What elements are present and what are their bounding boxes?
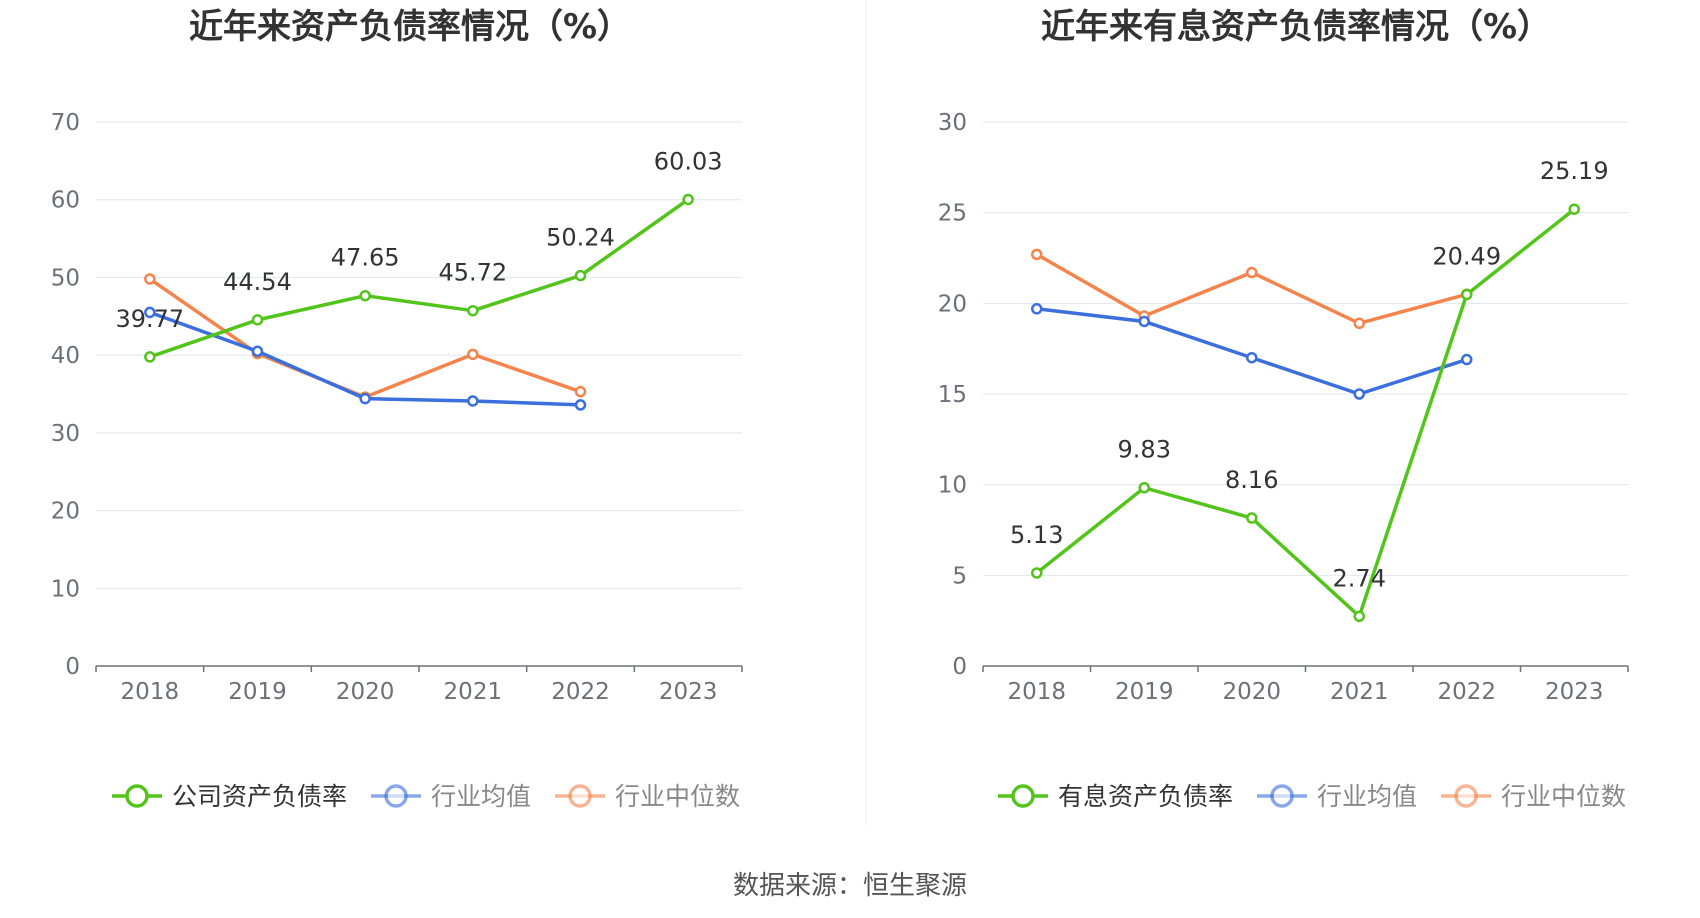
x-tick-label: 2019 bbox=[1115, 679, 1174, 705]
x-tick-label: 2018 bbox=[121, 679, 180, 705]
legend-label: 行业中位数 bbox=[1501, 782, 1626, 811]
legend-label: 行业均值 bbox=[1317, 782, 1417, 811]
series-line-2 bbox=[1036, 307, 1468, 396]
legend-marker-icon bbox=[1270, 784, 1294, 808]
chart-title: 近年来资产负债率情况（%） bbox=[189, 7, 631, 47]
data-point bbox=[359, 289, 371, 302]
data-point bbox=[1246, 351, 1258, 364]
data-point bbox=[359, 392, 371, 405]
legend-marker-icon bbox=[568, 784, 592, 808]
data-label: 8.16 bbox=[1225, 466, 1278, 494]
legend-label: 行业均值 bbox=[431, 782, 531, 811]
legend-item-1: 有息资产负债率 bbox=[998, 782, 1233, 811]
chart-2: 近年来有息资产负债率情况（%） 0 5 10 15 20 25 30 2018 2019 2020 2… bbox=[938, 7, 1629, 811]
data-point bbox=[144, 306, 156, 319]
legend-item-3: 行业中位数 bbox=[555, 782, 740, 811]
data-label: 25.19 bbox=[1540, 157, 1609, 185]
data-point bbox=[682, 193, 694, 206]
chart-1: 近年来资产负债率情况（%） 0 10 20 30 40 50 60 70 2018 2019 2020… bbox=[51, 7, 743, 811]
data-point bbox=[467, 395, 479, 407]
y-tick-label: 15 bbox=[938, 382, 967, 408]
data-point bbox=[1031, 303, 1043, 315]
x-tick-label: 2021 bbox=[444, 679, 503, 705]
x-tick-label: 2018 bbox=[1007, 679, 1066, 705]
legend-label: 公司资产负债率 bbox=[172, 782, 347, 811]
x-tick-label: 2023 bbox=[659, 679, 718, 705]
data-point bbox=[1353, 610, 1365, 623]
x-tick-label: 2023 bbox=[1545, 679, 1604, 705]
data-label: 60.03 bbox=[654, 147, 723, 175]
x-tick-label: 2020 bbox=[336, 679, 395, 705]
legend-label: 行业中位数 bbox=[615, 782, 740, 811]
y-tick-label: 10 bbox=[51, 576, 80, 602]
x-tick-label: 2020 bbox=[1222, 679, 1281, 705]
legend-marker-icon bbox=[1011, 784, 1035, 808]
data-point bbox=[251, 345, 264, 358]
data-point bbox=[1031, 248, 1043, 261]
y-tick-label: 20 bbox=[938, 291, 967, 317]
series-line-3 bbox=[1035, 252, 1468, 326]
data-label: 47.65 bbox=[331, 244, 400, 272]
data-label: 9.83 bbox=[1118, 436, 1171, 464]
legend-label: 有息资产负债率 bbox=[1058, 782, 1233, 811]
y-tick-label: 0 bbox=[65, 654, 80, 680]
data-point bbox=[1246, 512, 1258, 524]
series-line-1 bbox=[1035, 207, 1576, 619]
x-tick-label: 2022 bbox=[1437, 679, 1496, 705]
data-source-note: 数据来源：恒生聚源 bbox=[732, 871, 967, 901]
data-label: 39.77 bbox=[115, 305, 184, 333]
data-point bbox=[1138, 315, 1150, 328]
data-point bbox=[574, 269, 587, 282]
y-tick-label: 0 bbox=[952, 654, 967, 680]
data-point bbox=[1138, 481, 1150, 494]
data-point bbox=[144, 351, 156, 363]
x-tick-label: 2019 bbox=[228, 679, 287, 705]
data-point bbox=[1246, 266, 1258, 279]
data-label: 20.49 bbox=[1432, 242, 1501, 270]
legend-marker-icon bbox=[384, 784, 408, 808]
y-tick-label: 30 bbox=[51, 421, 80, 447]
series-line-1 bbox=[149, 198, 690, 359]
y-tick-label: 40 bbox=[51, 343, 80, 369]
y-tick-label: 50 bbox=[51, 265, 80, 291]
data-point bbox=[1031, 567, 1043, 579]
y-tick-label: 30 bbox=[938, 110, 967, 136]
data-point bbox=[1568, 203, 1580, 215]
data-label: 5.13 bbox=[1010, 521, 1063, 549]
data-point bbox=[574, 385, 587, 398]
data-point bbox=[574, 399, 587, 411]
data-point bbox=[1461, 353, 1473, 366]
legend-item-1: 公司资产负债率 bbox=[112, 782, 347, 811]
x-tick-label: 2022 bbox=[551, 679, 610, 705]
y-tick-label: 25 bbox=[938, 201, 967, 227]
data-point bbox=[1353, 388, 1365, 400]
data-label: 45.72 bbox=[438, 259, 507, 287]
data-point bbox=[251, 314, 264, 326]
data-point bbox=[1353, 317, 1365, 330]
data-label: 2.74 bbox=[1333, 564, 1386, 592]
data-label: 44.54 bbox=[223, 268, 292, 296]
x-tick-label: 2021 bbox=[1330, 679, 1389, 705]
legend-marker-icon bbox=[125, 784, 149, 808]
y-tick-label: 20 bbox=[51, 499, 80, 525]
chart-title: 近年来有息资产负债率情况（%） bbox=[1041, 7, 1551, 47]
y-tick-label: 70 bbox=[51, 110, 80, 136]
data-point bbox=[467, 304, 479, 317]
legend-item-2: 行业均值 bbox=[1257, 782, 1417, 811]
y-tick-label: 10 bbox=[938, 473, 967, 499]
data-point bbox=[144, 273, 156, 285]
series-line-2 bbox=[149, 310, 581, 407]
data-label: 50.24 bbox=[546, 224, 615, 252]
y-tick-label: 5 bbox=[952, 563, 967, 589]
data-point bbox=[1461, 288, 1473, 301]
legend-item-2: 行业均值 bbox=[371, 782, 531, 811]
data-point bbox=[467, 348, 479, 361]
legend-item-3: 行业中位数 bbox=[1441, 782, 1626, 811]
y-tick-label: 60 bbox=[51, 188, 80, 214]
legend-marker-icon bbox=[1454, 784, 1478, 808]
